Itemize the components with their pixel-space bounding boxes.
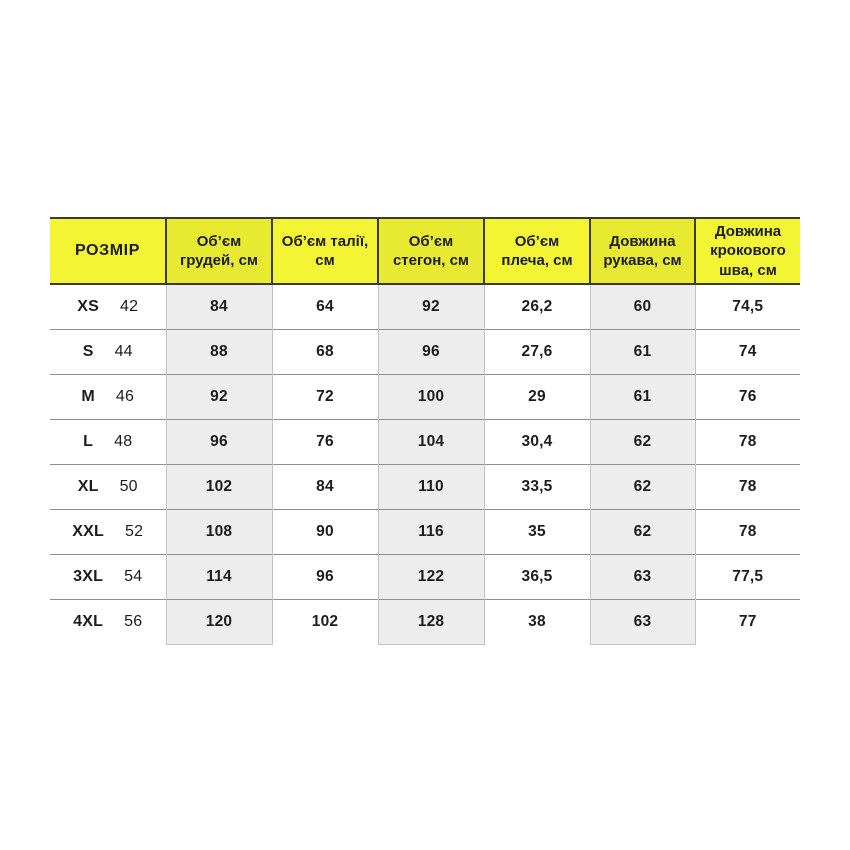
size-label: S bbox=[82, 343, 94, 360]
cell-size: 4XL 56 bbox=[50, 599, 166, 645]
cell-hips: 122 bbox=[377, 554, 485, 600]
cell-waist: 64 bbox=[316, 298, 334, 315]
cell-waist: 102 bbox=[272, 599, 378, 645]
cell-waist: 96 bbox=[272, 554, 378, 600]
cell-inseam-length: 77,5 bbox=[695, 554, 800, 600]
column-header-size: РОЗМІР bbox=[50, 217, 166, 285]
cell-sleeve-length: 60 bbox=[589, 284, 696, 330]
cell-hips: 110 bbox=[377, 464, 485, 510]
table-body: XS 42 84 64 92 26,2 60 74,5 S 44 8 bbox=[50, 284, 800, 645]
cell-sleeve-length: 61 bbox=[589, 374, 696, 420]
cell-inseam-length: 77 bbox=[695, 599, 800, 645]
table-row-l: L 48 96 76 104 30,4 62 78 bbox=[50, 419, 800, 465]
size-chart: РОЗМІР Об’єм грудей, см Об’єм талії, см … bbox=[50, 217, 800, 645]
cell-waist: 68 bbox=[272, 329, 378, 375]
cell-shoulder: 26,2 bbox=[521, 298, 553, 315]
cell-size: 3XL 54 bbox=[50, 554, 166, 600]
cell-inseam-length: 78 bbox=[695, 464, 800, 510]
cell-sleeve-length: 62 bbox=[589, 464, 696, 510]
cell-chest: 120 bbox=[165, 599, 273, 645]
size-label: XXL bbox=[72, 523, 104, 540]
cell-inseam-length: 76 bbox=[695, 374, 800, 420]
size-number: 42 bbox=[120, 298, 139, 315]
cell-shoulder: 35 bbox=[484, 509, 590, 555]
size-chart-table: РОЗМІР Об’єм грудей, см Об’єм талії, см … bbox=[50, 217, 800, 645]
size-label: 3XL bbox=[73, 568, 104, 585]
size-number: 52 bbox=[125, 523, 144, 540]
table-row-3xl: 3XL 54 114 96 122 36,5 63 77,5 bbox=[50, 554, 800, 600]
table-row-4xl: 4XL 56 120 102 128 38 63 77 bbox=[50, 599, 800, 645]
cell-size: M 46 bbox=[50, 374, 166, 420]
cell-size: L 48 bbox=[50, 419, 166, 465]
table-row-xxl: XXL 52 108 90 116 35 62 78 bbox=[50, 509, 800, 555]
size-label: L bbox=[83, 433, 94, 450]
cell-hips: 92 bbox=[377, 284, 485, 330]
cell-sleeve-length: 63 bbox=[589, 599, 696, 645]
table-header: РОЗМІР Об’єм грудей, см Об’єм талії, см … bbox=[50, 217, 800, 285]
cell-chest: 108 bbox=[165, 509, 273, 555]
cell-shoulder: 27,6 bbox=[484, 329, 590, 375]
column-header-shoulder: Об’єм плеча, см bbox=[483, 217, 590, 285]
cell-size: XS 42 bbox=[50, 284, 166, 330]
size-number: 56 bbox=[124, 613, 143, 631]
cell-chest: 88 bbox=[165, 329, 273, 375]
cell-chest: 96 bbox=[165, 419, 273, 465]
cell-shoulder: 33,5 bbox=[484, 464, 590, 510]
cell-chest: 84 bbox=[165, 284, 273, 330]
column-header-waist: Об’єм талії, см bbox=[271, 217, 378, 285]
cell-hips: 100 bbox=[377, 374, 485, 420]
cell-hips: 128 bbox=[377, 599, 485, 645]
table-row-xs: XS 42 84 64 92 26,2 60 74,5 bbox=[50, 284, 800, 330]
size-number: 50 bbox=[119, 478, 138, 495]
size-label: XS bbox=[77, 298, 100, 315]
cell-shoulder: 38 bbox=[484, 599, 590, 645]
cell-size: XL 50 bbox=[50, 464, 166, 510]
cell-hips: 104 bbox=[377, 419, 485, 465]
size-number: 48 bbox=[114, 433, 133, 450]
cell-inseam-length: 78 bbox=[695, 509, 800, 555]
size-number: 46 bbox=[115, 388, 135, 405]
cell-chest: 102 bbox=[165, 464, 273, 510]
cell-shoulder: 30,4 bbox=[484, 419, 590, 465]
cell-hips: 116 bbox=[377, 509, 485, 555]
table-row-s: S 44 88 68 96 27,6 61 74 bbox=[50, 329, 800, 375]
cell-sleeve-length: 63 bbox=[589, 554, 696, 600]
cell-size: S 44 bbox=[50, 329, 166, 375]
cell-waist: 90 bbox=[272, 509, 378, 555]
header-row: РОЗМІР Об’єм грудей, см Об’єм талії, см … bbox=[50, 217, 800, 285]
cell-inseam-length: 74,5 bbox=[732, 298, 764, 315]
table-row-xl: XL 50 102 84 110 33,5 62 78 bbox=[50, 464, 800, 510]
size-number: 44 bbox=[114, 343, 133, 360]
cell-shoulder: 36,5 bbox=[484, 554, 590, 600]
cell-inseam-length: 74 bbox=[695, 329, 800, 375]
cell-sleeve-length: 61 bbox=[589, 329, 696, 375]
cell-size: XXL 52 bbox=[50, 509, 166, 555]
cell-inseam-length: 78 bbox=[695, 419, 800, 465]
cell-sleeve-length: 62 bbox=[589, 419, 696, 465]
table-row-m: M 46 92 72 100 29 61 76 bbox=[50, 374, 800, 420]
size-label: XL bbox=[77, 478, 99, 495]
column-header-sleeve-length: Довжина рукава, см bbox=[589, 217, 695, 285]
size-number: 54 bbox=[124, 568, 143, 585]
cell-waist: 72 bbox=[272, 374, 378, 420]
cell-waist: 84 bbox=[272, 464, 378, 510]
cell-sleeve-length: 62 bbox=[589, 509, 696, 555]
cell-chest: 114 bbox=[165, 554, 273, 600]
cell-waist: 76 bbox=[272, 419, 378, 465]
cell-hips: 96 bbox=[377, 329, 485, 375]
column-header-inseam-length: Довжина крокового шва, см bbox=[694, 217, 800, 285]
size-label: M bbox=[81, 388, 95, 405]
column-header-chest: Об’єм грудей, см bbox=[165, 217, 272, 285]
cell-chest: 92 bbox=[165, 374, 273, 420]
column-header-hips: Об’єм стегон, см bbox=[377, 217, 484, 285]
size-label: 4XL bbox=[73, 613, 104, 631]
cell-shoulder: 29 bbox=[484, 374, 590, 420]
